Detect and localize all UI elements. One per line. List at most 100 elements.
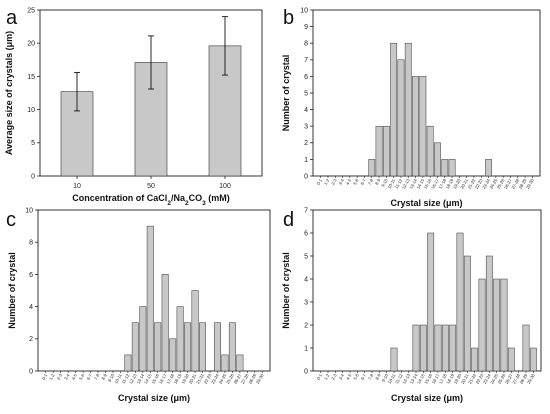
- y-tick-label: 7: [304, 207, 308, 214]
- bar: [213, 322, 221, 372]
- y-tick-label: 8: [304, 41, 308, 48]
- x-tick-label: 20-21: [459, 177, 469, 189]
- bar: [382, 125, 390, 177]
- x-tick-label: 50: [147, 183, 155, 190]
- y-tick-label: 0: [29, 368, 33, 375]
- x-tick-label: 6-7: [360, 372, 368, 380]
- panel-b: b 0 1 2 3 4 5 6 7 8 9 10 Number of crystal 0-1 1-2 2-3 3…: [281, 7, 541, 208]
- x-tick-label: 27-28: [511, 372, 521, 384]
- y-tick-label: 7: [304, 57, 308, 64]
- x-tick-label: 21-22: [467, 177, 477, 189]
- bar: [228, 322, 236, 372]
- x-axis-label: Concentration of CaCl2/Na2CO3 (mM): [72, 193, 229, 207]
- bar: [412, 324, 420, 372]
- x-tick-label: 8-9: [374, 177, 382, 185]
- x-tick-label: 4-5: [345, 177, 353, 185]
- x-tick-label: 0-1: [41, 372, 49, 380]
- x-tick-label: 18-19: [173, 372, 183, 384]
- x-tick-label: 5-6: [78, 372, 86, 380]
- x-tick-label: 2-3: [56, 372, 64, 380]
- x-tick-label: 29-30: [525, 177, 535, 189]
- x-tick-label: 8-9: [100, 372, 108, 380]
- y-tick-label: 0: [304, 368, 308, 375]
- bar: [404, 42, 412, 177]
- x-tick-label: 22-23: [474, 177, 484, 189]
- bar: [478, 278, 486, 372]
- x-tick-label: 10: [73, 183, 81, 190]
- x-tick-label: 4-5: [71, 372, 79, 380]
- bar: [441, 159, 449, 177]
- x-tick-label: 23-24: [482, 372, 492, 384]
- bar: [427, 232, 435, 372]
- y-tick-label: 4: [29, 304, 33, 311]
- x-tick-label: 14-15: [416, 177, 426, 189]
- x-tick-label: 29-30: [255, 372, 265, 384]
- x-tick-label: 7-8: [93, 372, 101, 380]
- x-tick-label: 12-13: [401, 177, 411, 189]
- x-tick-label: 21-22: [195, 372, 205, 384]
- x-tick-label: 23-24: [210, 372, 220, 384]
- bar: [426, 125, 434, 177]
- x-tick-label: 15-16: [150, 372, 160, 384]
- y-tick-label: 25: [27, 7, 35, 14]
- x-tick-label: 25-26: [225, 372, 235, 384]
- panel-label: d: [283, 209, 294, 231]
- plot-frame: [312, 9, 541, 177]
- bar: [154, 322, 162, 372]
- x-tick-label: 29-30: [526, 372, 536, 384]
- bar: [184, 322, 192, 372]
- bar: [500, 278, 508, 372]
- bar: [139, 306, 147, 372]
- bar: [493, 278, 501, 372]
- x-tick-label: 16-17: [158, 372, 168, 384]
- x-tick-label: 9-10: [380, 177, 389, 187]
- x-tick-label: 4-5: [345, 372, 353, 380]
- panel-a: a 0 5 10 15 20 25 Average size of crystals (μm)…: [4, 7, 263, 207]
- y-tick-label: 10: [27, 107, 35, 114]
- y-tick-label: 4: [304, 107, 308, 114]
- x-tick-label: 19-20: [452, 177, 462, 189]
- x-axis-label: Crystal size (μm): [118, 393, 190, 403]
- x-tick-label: 23-24: [481, 177, 491, 189]
- x-tick-label: 17-18: [437, 177, 447, 189]
- bar: [191, 290, 199, 372]
- x-tick-label: 16-17: [431, 372, 441, 384]
- x-tick-label: 12-13: [128, 372, 138, 384]
- x-tick-label: 1-2: [48, 372, 56, 380]
- bar: [434, 142, 441, 177]
- y-tick-label: 10: [300, 7, 308, 14]
- y-tick-label: 6: [304, 230, 308, 237]
- x-tick-label: 17-18: [165, 372, 175, 384]
- y-tick-label: 3: [304, 299, 308, 306]
- x-axis-label-part: CO: [189, 193, 203, 203]
- x-tick-label: 18-19: [445, 177, 455, 189]
- y-tick-label: 0: [31, 173, 35, 180]
- x-tick-label: 18-19: [445, 372, 455, 384]
- y-tick-label: 0: [304, 173, 308, 180]
- x-tick-label: 26-27: [504, 372, 514, 384]
- y-axis-label: Number of crystal: [281, 252, 291, 329]
- bar: [463, 255, 471, 372]
- x-tick-label: 15-16: [423, 177, 433, 189]
- x-tick-label: 2-3: [330, 372, 338, 380]
- x-tick-label: 28-29: [519, 372, 529, 384]
- x-axis-label-part: /Na: [171, 193, 186, 203]
- y-tick-label: 5: [304, 253, 308, 260]
- x-tick-label: 11-12: [394, 372, 404, 384]
- bar: [529, 347, 537, 372]
- bar: [471, 347, 479, 372]
- y-tick-label: 4: [304, 276, 308, 283]
- plot-frame: [37, 209, 271, 372]
- bar: [390, 42, 398, 177]
- bar: [161, 274, 169, 372]
- x-tick-label: 3-4: [338, 372, 346, 380]
- y-tick-label: 6: [29, 272, 33, 279]
- panel-d: d 0 1 2 3 4 5 6 7 Number of crystal 0-1 1-2 2-3 3-4 4-…: [281, 207, 542, 403]
- bar: [368, 159, 376, 177]
- bar: [507, 347, 515, 372]
- x-tick-label: 26-27: [233, 372, 243, 384]
- x-tick-label: 3-4: [338, 177, 346, 185]
- x-tick-label: 100: [219, 183, 231, 190]
- x-tick-label: 25-26: [496, 177, 506, 189]
- x-tick-label: 10-11: [387, 372, 397, 384]
